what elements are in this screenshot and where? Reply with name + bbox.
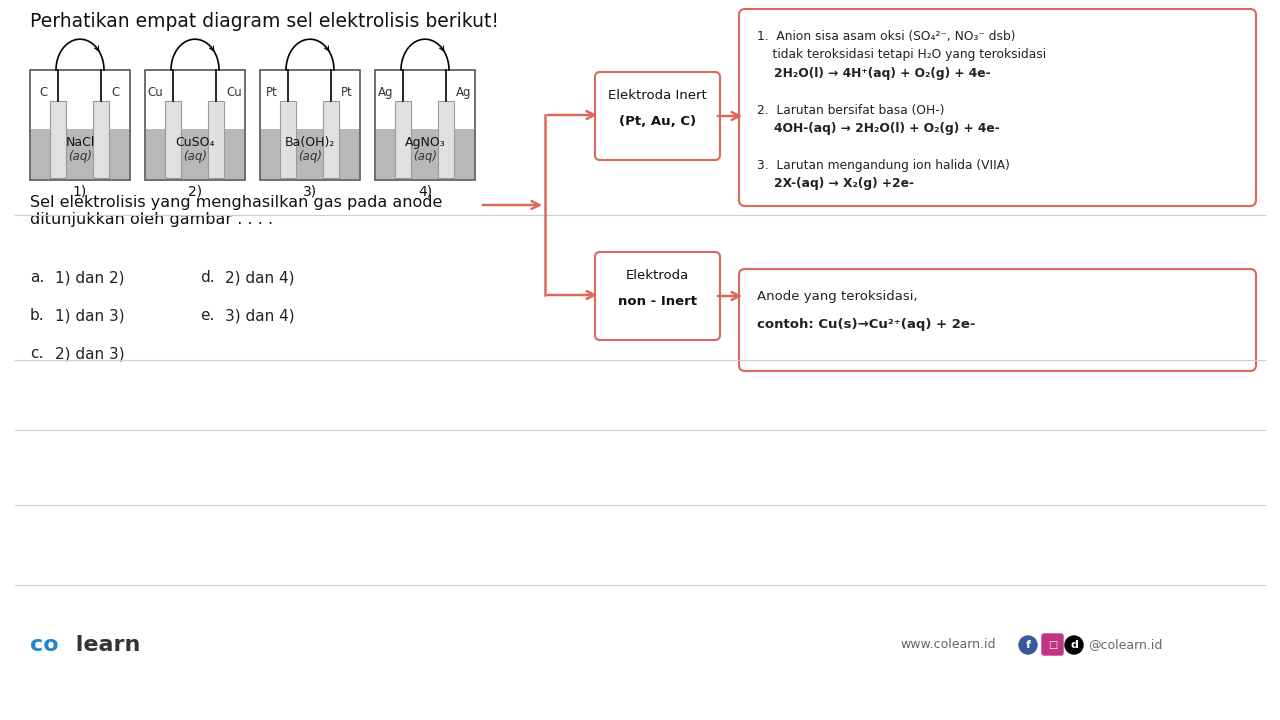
Polygon shape	[146, 130, 244, 179]
Polygon shape	[29, 70, 131, 180]
Polygon shape	[145, 70, 244, 180]
Text: 2) dan 3): 2) dan 3)	[55, 346, 124, 361]
FancyBboxPatch shape	[739, 9, 1256, 206]
Text: (aq): (aq)	[183, 150, 207, 163]
Polygon shape	[165, 101, 180, 178]
Text: 3) dan 4): 3) dan 4)	[225, 308, 294, 323]
Text: contoh: Cu(s)→Cu²⁺(aq) + 2e-: contoh: Cu(s)→Cu²⁺(aq) + 2e-	[756, 318, 975, 331]
Text: 1): 1)	[73, 184, 87, 198]
Text: 4OH-(aq) → 2H₂O(l) + O₂(g) + 4e-: 4OH-(aq) → 2H₂O(l) + O₂(g) + 4e-	[756, 122, 1000, 135]
Circle shape	[1019, 636, 1037, 654]
Text: 2.  Larutan bersifat basa (OH-): 2. Larutan bersifat basa (OH-)	[756, 104, 945, 117]
Text: (aq): (aq)	[413, 150, 436, 163]
Text: d: d	[1070, 640, 1078, 650]
Text: d.: d.	[200, 270, 215, 285]
Text: 2X-(aq) → X₂(g) +2e-: 2X-(aq) → X₂(g) +2e-	[756, 177, 914, 190]
Text: (aq): (aq)	[298, 150, 323, 163]
FancyBboxPatch shape	[595, 252, 719, 340]
Text: @colearn.id: @colearn.id	[1088, 639, 1162, 652]
Text: f: f	[1025, 640, 1030, 650]
Polygon shape	[260, 70, 360, 180]
FancyBboxPatch shape	[739, 269, 1256, 371]
Text: a.: a.	[29, 270, 45, 285]
Text: C: C	[40, 86, 49, 99]
FancyBboxPatch shape	[595, 72, 719, 160]
Text: □: □	[1048, 640, 1057, 650]
Polygon shape	[209, 101, 224, 178]
Text: 1.  Anion sisa asam oksi (SO₄²⁻, NO₃⁻ dsb): 1. Anion sisa asam oksi (SO₄²⁻, NO₃⁻ dsb…	[756, 30, 1015, 43]
Text: Elektroda Inert: Elektroda Inert	[608, 89, 707, 102]
Text: Perhatikan empat diagram sel elektrolisis berikut!: Perhatikan empat diagram sel elektrolisi…	[29, 12, 499, 31]
Text: Elektroda: Elektroda	[626, 269, 689, 282]
Circle shape	[1065, 636, 1083, 654]
Text: tidak teroksidasi tetapi H₂O yang teroksidasi: tidak teroksidasi tetapi H₂O yang teroks…	[756, 48, 1046, 61]
Text: (aq): (aq)	[68, 150, 92, 163]
Text: Anode yang teroksidasi,: Anode yang teroksidasi,	[756, 290, 918, 303]
FancyBboxPatch shape	[1042, 634, 1062, 655]
Text: AgNO₃: AgNO₃	[404, 135, 445, 148]
Text: learn: learn	[68, 635, 141, 655]
Text: Pt: Pt	[266, 86, 278, 99]
Text: 1) dan 2): 1) dan 2)	[55, 270, 124, 285]
Text: (Pt, Au, C): (Pt, Au, C)	[620, 115, 696, 128]
Text: e.: e.	[200, 308, 214, 323]
Polygon shape	[280, 101, 296, 178]
Text: 3.  Larutan mengandung ion halida (VIIA): 3. Larutan mengandung ion halida (VIIA)	[756, 159, 1010, 172]
Text: NaCl: NaCl	[65, 135, 95, 148]
Polygon shape	[93, 101, 109, 178]
Polygon shape	[438, 101, 454, 178]
Text: 4): 4)	[419, 184, 433, 198]
Text: 3): 3)	[303, 184, 317, 198]
Text: CuSO₄: CuSO₄	[175, 135, 215, 148]
Text: non - Inert: non - Inert	[618, 295, 698, 308]
Polygon shape	[50, 101, 67, 178]
Text: 2) dan 4): 2) dan 4)	[225, 270, 294, 285]
Text: co: co	[29, 635, 59, 655]
Text: C: C	[111, 86, 119, 99]
Text: 2H₂O(l) → 4H⁺(aq) + O₂(g) + 4e-: 2H₂O(l) → 4H⁺(aq) + O₂(g) + 4e-	[756, 67, 991, 80]
Polygon shape	[323, 101, 339, 178]
Polygon shape	[375, 70, 475, 180]
Text: b.: b.	[29, 308, 45, 323]
Text: Ag: Ag	[378, 86, 393, 99]
Text: Cu: Cu	[147, 86, 163, 99]
Text: www.colearn.id: www.colearn.id	[900, 639, 996, 652]
Text: Ag: Ag	[456, 86, 471, 99]
Text: Sel elektrolisis yang menghasilkan gas pada anode
ditunjukkan oleh gambar . . . : Sel elektrolisis yang menghasilkan gas p…	[29, 195, 443, 228]
Text: c.: c.	[29, 346, 44, 361]
Text: 1) dan 3): 1) dan 3)	[55, 308, 124, 323]
Polygon shape	[261, 130, 358, 179]
Polygon shape	[376, 130, 474, 179]
Text: Cu: Cu	[227, 86, 242, 99]
Polygon shape	[396, 101, 411, 178]
Text: Ba(OH)₂: Ba(OH)₂	[285, 135, 335, 148]
Text: Pt: Pt	[340, 86, 353, 99]
Text: 2): 2)	[188, 184, 202, 198]
Polygon shape	[31, 130, 129, 179]
